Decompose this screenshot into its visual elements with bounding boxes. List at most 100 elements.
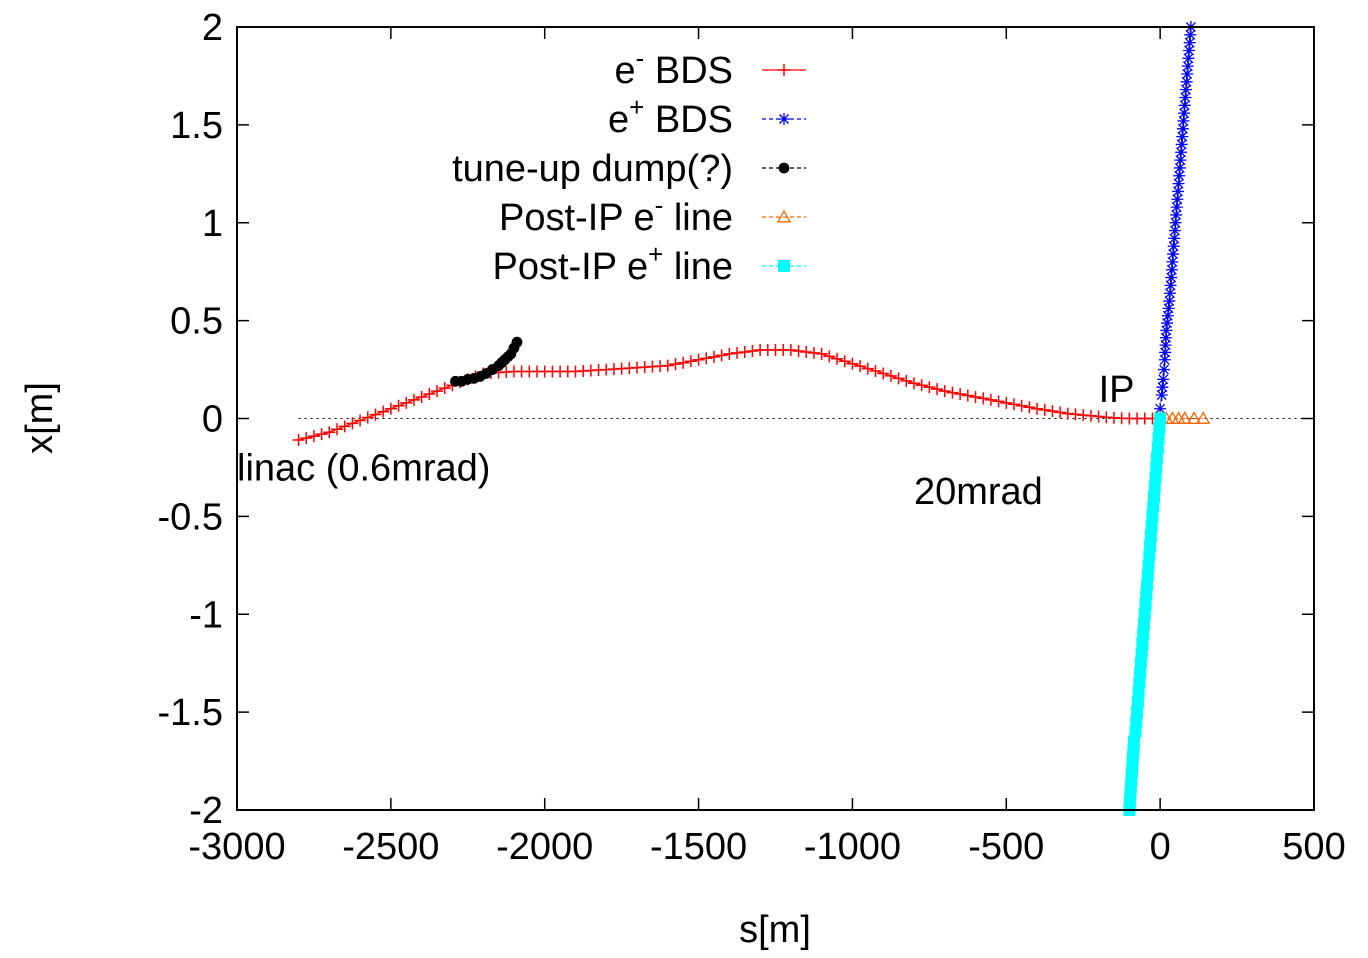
series-layer [292,21,1211,816]
series-4-post-ip-eplus-post-ip-line-marker [1132,686,1145,699]
series-1-eplus-bds-marker [1182,52,1195,65]
y-tick-label: 1.5 [170,105,223,147]
series-4-post-ip-eplus-post-ip-line-marker [1130,715,1143,728]
legend-entry-4-suffix: line [663,246,733,288]
axis-ticks [236,26,1315,811]
series-0-eminus-bds-marker [1031,402,1044,415]
series-0-eminus-bds-marker [400,396,413,409]
series-2-tune-up-dump-marker [511,336,523,348]
series-3-post-ip-eminus-post-ip-line-marker [1186,411,1202,424]
y-tick-label: 0 [202,399,223,441]
legend-entry-4-superscript: + [648,239,663,269]
legend-entry-0-sample-marker [778,64,790,76]
series-1-eplus-bds-marker [1169,216,1182,229]
series-0-eminus-bds-marker [1000,396,1013,409]
series-0-eminus-bds-marker [831,352,844,365]
series-0-eminus-bds-marker [292,434,305,447]
series-1-eplus-bds-marker [1159,339,1172,352]
series-4-post-ip-eplus-post-ip-line-marker [1131,696,1144,709]
series-1-eplus-bds-marker [1178,107,1191,120]
series-4-post-ip-eplus-post-ip-line-marker [1137,618,1150,631]
series-1-eplus-bds-marker [1184,28,1197,41]
x-tick-label: 0 [1150,826,1171,868]
series-1-eplus-bds-marker [1178,99,1191,112]
legend-entry-4: Post-IP e+ line [492,239,806,288]
legend-entry-3-suffix: line [663,197,733,239]
legend-entry-1-suffix: BDS [644,99,733,141]
series-0-eminus-bds-marker [1015,399,1028,412]
series-0-eminus-bds-marker [731,346,744,359]
series-4-post-ip-eplus-post-ip-line-marker [1134,657,1147,670]
series-1-eplus-bds-marker [1170,201,1183,214]
series-0-eminus-bds-marker [431,385,444,398]
series-1-eplus-bds-marker [1159,331,1172,344]
series-4-post-ip-eplus-post-ip-line-marker [1135,647,1148,660]
series-0-eminus-bds-marker [931,383,944,396]
series-0-eminus-bds-marker [784,343,797,356]
legend-entry-2: tune-up dump(?) [452,148,806,190]
series-3-post-ip-eminus-post-ip-line-marker [1196,411,1211,424]
series-0-eminus-bds-marker [869,365,882,378]
series-0-eminus-bds-marker [800,345,813,358]
series-0-eminus-bds-marker [700,352,713,365]
series-0-eminus-bds-marker [677,356,690,369]
series-0-eminus-bds-marker [738,345,751,358]
series-1-eplus-bds-marker [1179,91,1192,104]
series-1-eplus-bds-marker [1164,279,1177,292]
x-tick-labels: -3000 -2500 -2000 -1500 -1000 -500 0 500 [188,826,1345,868]
series-0-eminus-bds-marker [815,347,828,360]
x-tick-label: -1000 [804,826,901,868]
series-1-eplus-bds-marker [1180,75,1193,88]
legend-entry-0-superscript: - [636,43,645,73]
legend-entry-4-sample-marker [778,260,790,272]
series-1-eplus-bds-marker [1183,44,1196,57]
series-1-eplus-bds-marker [1154,402,1167,415]
x-tick-label: -3000 [188,826,285,868]
series-0-eminus-bds-marker [938,385,951,398]
series-1-eplus-bds-marker [1166,255,1179,268]
series-4-post-ip-eplus-post-ip-line-marker [1147,490,1160,503]
series-1-eplus-bds-marker [1162,302,1175,315]
series-4-post-ip-eplus-post-ip-line-marker [1147,500,1160,513]
series-4-post-ip-eplus-post-ip-line-marker [1144,529,1157,542]
series-4-post-ip-eplus-post-ip-line-marker [1152,432,1165,445]
series-0-eminus-bds-marker [354,414,367,427]
x-axis-label: s[m] [739,909,811,951]
series-0-eminus-bds-marker [338,420,351,433]
series-1-eplus-bds-marker [1159,346,1172,359]
series-4-post-ip-eplus-post-ip-line-marker [1131,706,1144,719]
series-0-eminus-bds-marker [407,393,420,406]
series-1-eplus-bds-marker [1172,177,1185,190]
series-4-post-ip-eplus-post-ip-line-marker [1151,441,1164,454]
series-0-eminus-bds-marker [438,382,451,395]
series-1-eplus-bds-marker [1161,309,1174,322]
series-0-eminus-bds-marker [915,379,928,392]
series-4-post-ip-eplus-post-ip-line-marker [1139,598,1152,611]
annotation-linac-0-6mrad: linac (0.6mrad) [237,447,490,489]
series-0-eminus-bds-marker [861,362,874,375]
annotation-ip: IP [1099,369,1135,411]
legend-entry-4-prefix: Post-IP e [492,246,648,288]
series-2-tune-up-dump [450,336,523,387]
series-1-eplus-bds-marker [1163,295,1176,308]
legend-entry-3-label: Post-IP e- line [499,190,733,239]
series-1-eplus-bds-marker [1165,263,1178,276]
series-1-eplus-bds-marker [1167,248,1180,261]
series-0-eminus-bds-marker [992,395,1005,408]
series-1-eplus-bds-marker [1183,36,1196,49]
series-0-eminus-bds-marker [977,392,990,405]
series-0-eminus-bds-marker [792,344,805,357]
series-4-post-ip-eplus-post-ip-line-marker [1149,471,1162,484]
legend-entry-1-label: e+ BDS [608,92,733,141]
series-1-eplus-bds-marker [1170,208,1183,221]
series-1-eplus-bds-marker [1175,146,1188,159]
series-0-eminus-bds-marker [377,405,390,418]
legend-entry-3-prefix: Post-IP e [499,197,655,239]
series-4-post-ip-eplus-post-ip-line-marker [1133,676,1146,689]
legend-entry-0-label: e- BDS [614,43,733,92]
series-4-post-ip-eplus-post-ip-line-marker [1136,637,1149,650]
legend-entry-2-name: tune-up dump(?) [452,148,733,190]
series-0-eminus-bds-marker [300,432,313,445]
legend-entry-0-prefix: e [614,50,635,92]
